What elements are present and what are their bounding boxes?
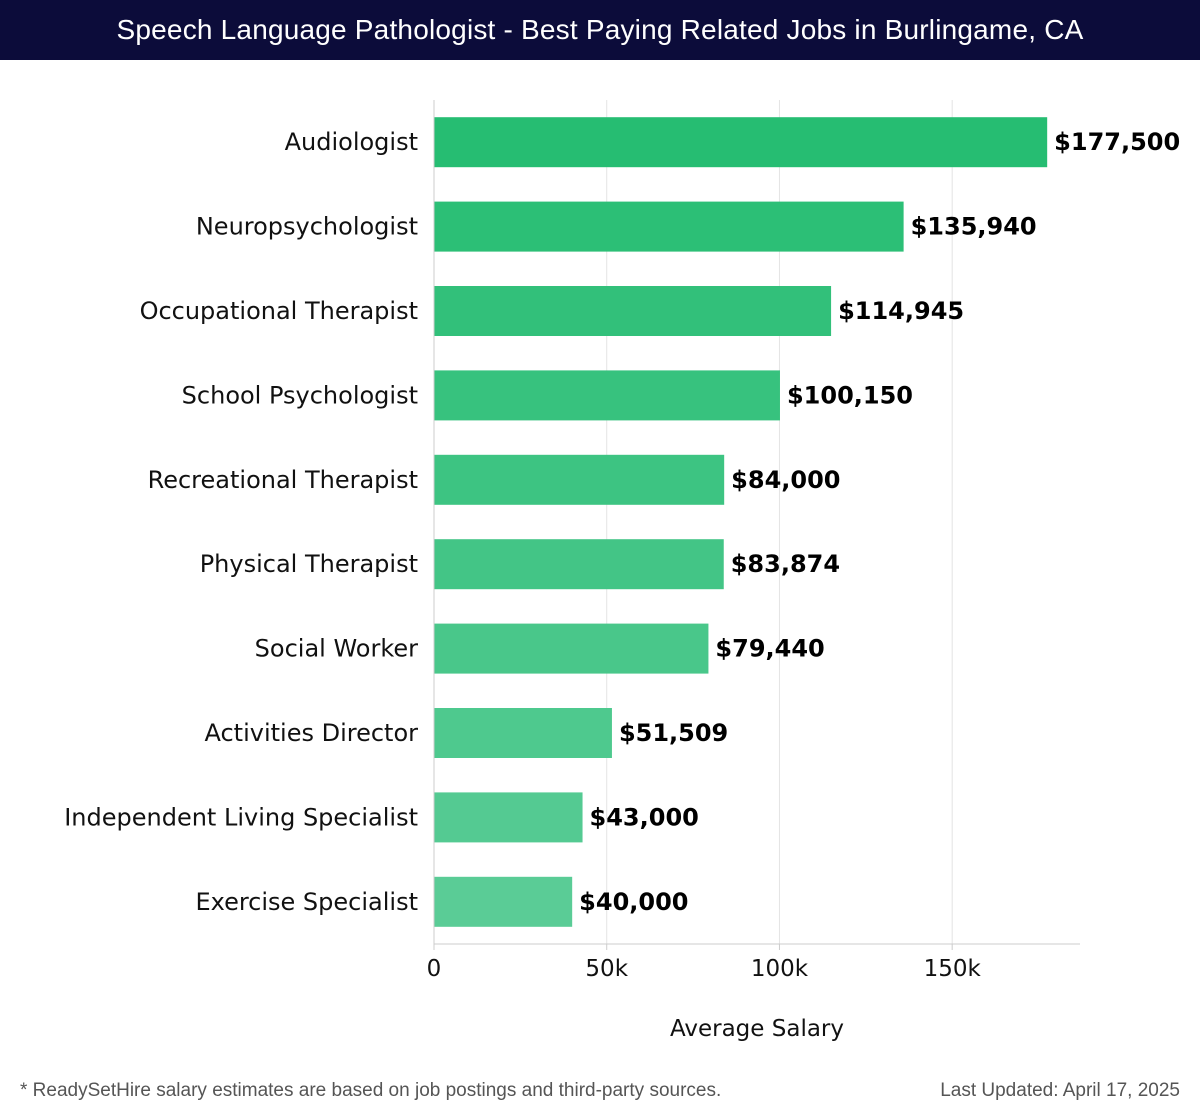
category-label: Audiologist [285, 128, 418, 156]
category-label: Physical Therapist [200, 550, 418, 578]
category-label: Neuropsychologist [196, 213, 418, 241]
value-label: $43,000 [590, 803, 699, 831]
bar[interactable] [434, 117, 1048, 168]
bar[interactable] [434, 370, 780, 421]
bar[interactable] [434, 708, 612, 758]
bar[interactable] [434, 286, 832, 336]
last-updated: Last Updated: April 17, 2025 [940, 1080, 1180, 1101]
bar-chart: Audiologist $177,500 Neuropsychologist $135… [64, 100, 1180, 1042]
bar[interactable] [434, 201, 904, 252]
bar[interactable] [434, 876, 573, 927]
value-label: $100,150 [787, 381, 913, 409]
category-label: Social Worker [255, 635, 418, 663]
x-tick-label: 100k [751, 956, 809, 982]
value-label: $114,945 [838, 297, 964, 325]
value-label: $177,500 [1054, 128, 1180, 156]
x-tick-label: 0 [427, 956, 442, 982]
value-label: $79,440 [715, 635, 824, 663]
value-label: $83,874 [731, 550, 840, 578]
category-label: Occupational Therapist [140, 297, 418, 325]
bar[interactable] [434, 623, 709, 674]
category-label: Recreational Therapist [148, 466, 418, 494]
bar[interactable] [434, 792, 583, 843]
value-label: $40,000 [579, 888, 688, 916]
category-label: Activities Director [204, 719, 418, 747]
value-label: $84,000 [731, 466, 840, 494]
x-tick-label: 150k [924, 956, 982, 982]
x-tick-label: 50k [585, 956, 628, 982]
bar[interactable] [434, 539, 724, 590]
chart-title: Speech Language Pathologist - Best Payin… [0, 0, 1200, 60]
category-label: Independent Living Specialist [64, 803, 418, 831]
x-axis-title: Average Salary [670, 1016, 844, 1042]
value-label: $135,940 [911, 213, 1037, 241]
category-label: Exercise Specialist [195, 888, 418, 916]
bar[interactable] [434, 454, 725, 505]
value-label: $51,509 [619, 719, 728, 747]
footer-note: * ReadySetHire salary estimates are base… [20, 1080, 722, 1101]
category-label: School Psychologist [182, 381, 418, 409]
